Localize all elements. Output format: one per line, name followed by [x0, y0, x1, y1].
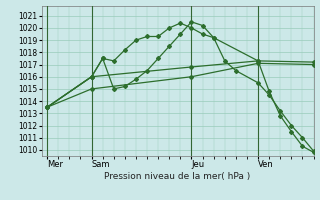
X-axis label: Pression niveau de la mer( hPa ): Pression niveau de la mer( hPa ) [104, 172, 251, 181]
